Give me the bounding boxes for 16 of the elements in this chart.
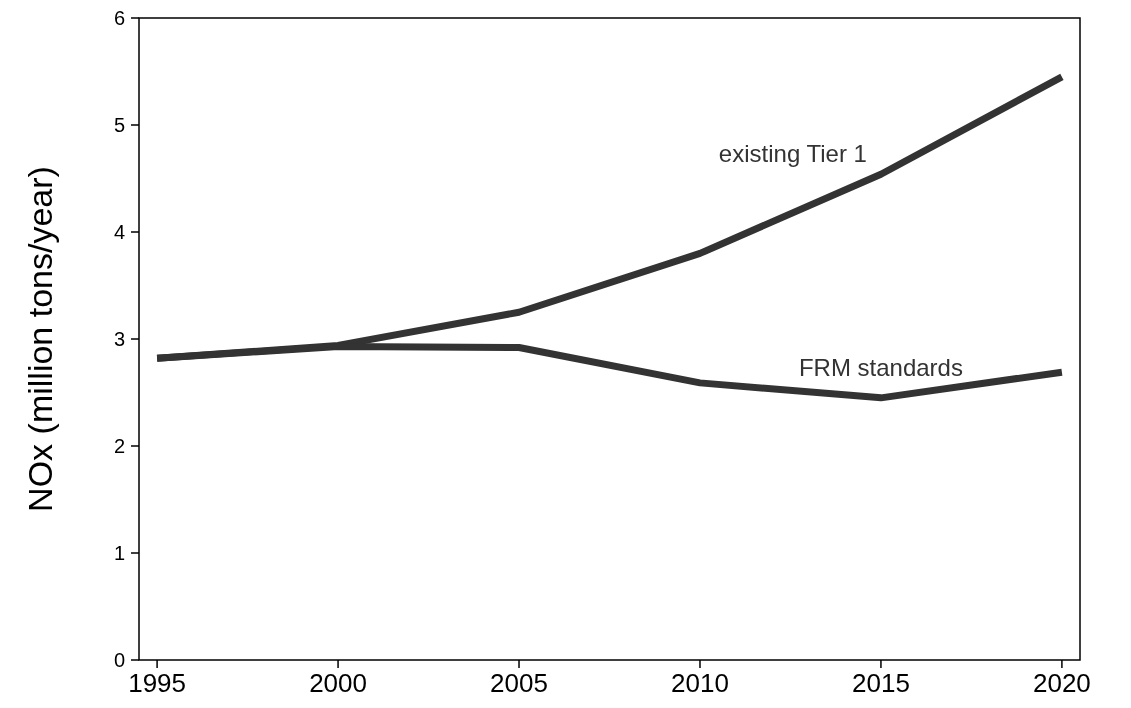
x-tick-label: 2015 (852, 668, 910, 698)
y-tick-label: 2 (113, 435, 125, 457)
y-tick-label: 6 (113, 7, 125, 29)
y-axis-title: NOx (million tons/year) (21, 166, 59, 512)
y-tick-label: 0 (113, 649, 125, 671)
y-tick-label: 3 (113, 328, 125, 350)
x-tick-label: 2005 (490, 668, 548, 698)
y-tick-label: 1 (113, 542, 125, 564)
y-tick-label: 5 (113, 114, 125, 136)
series-label: existing Tier 1 (718, 140, 867, 168)
x-tick-label: 1995 (128, 668, 187, 698)
x-tick-label: 2010 (671, 668, 729, 698)
series-label: FRM standards (798, 353, 963, 381)
y-tick-label: 4 (113, 221, 125, 243)
x-tick-label: 2000 (309, 668, 367, 698)
x-tick-label: 2020 (1032, 668, 1091, 698)
